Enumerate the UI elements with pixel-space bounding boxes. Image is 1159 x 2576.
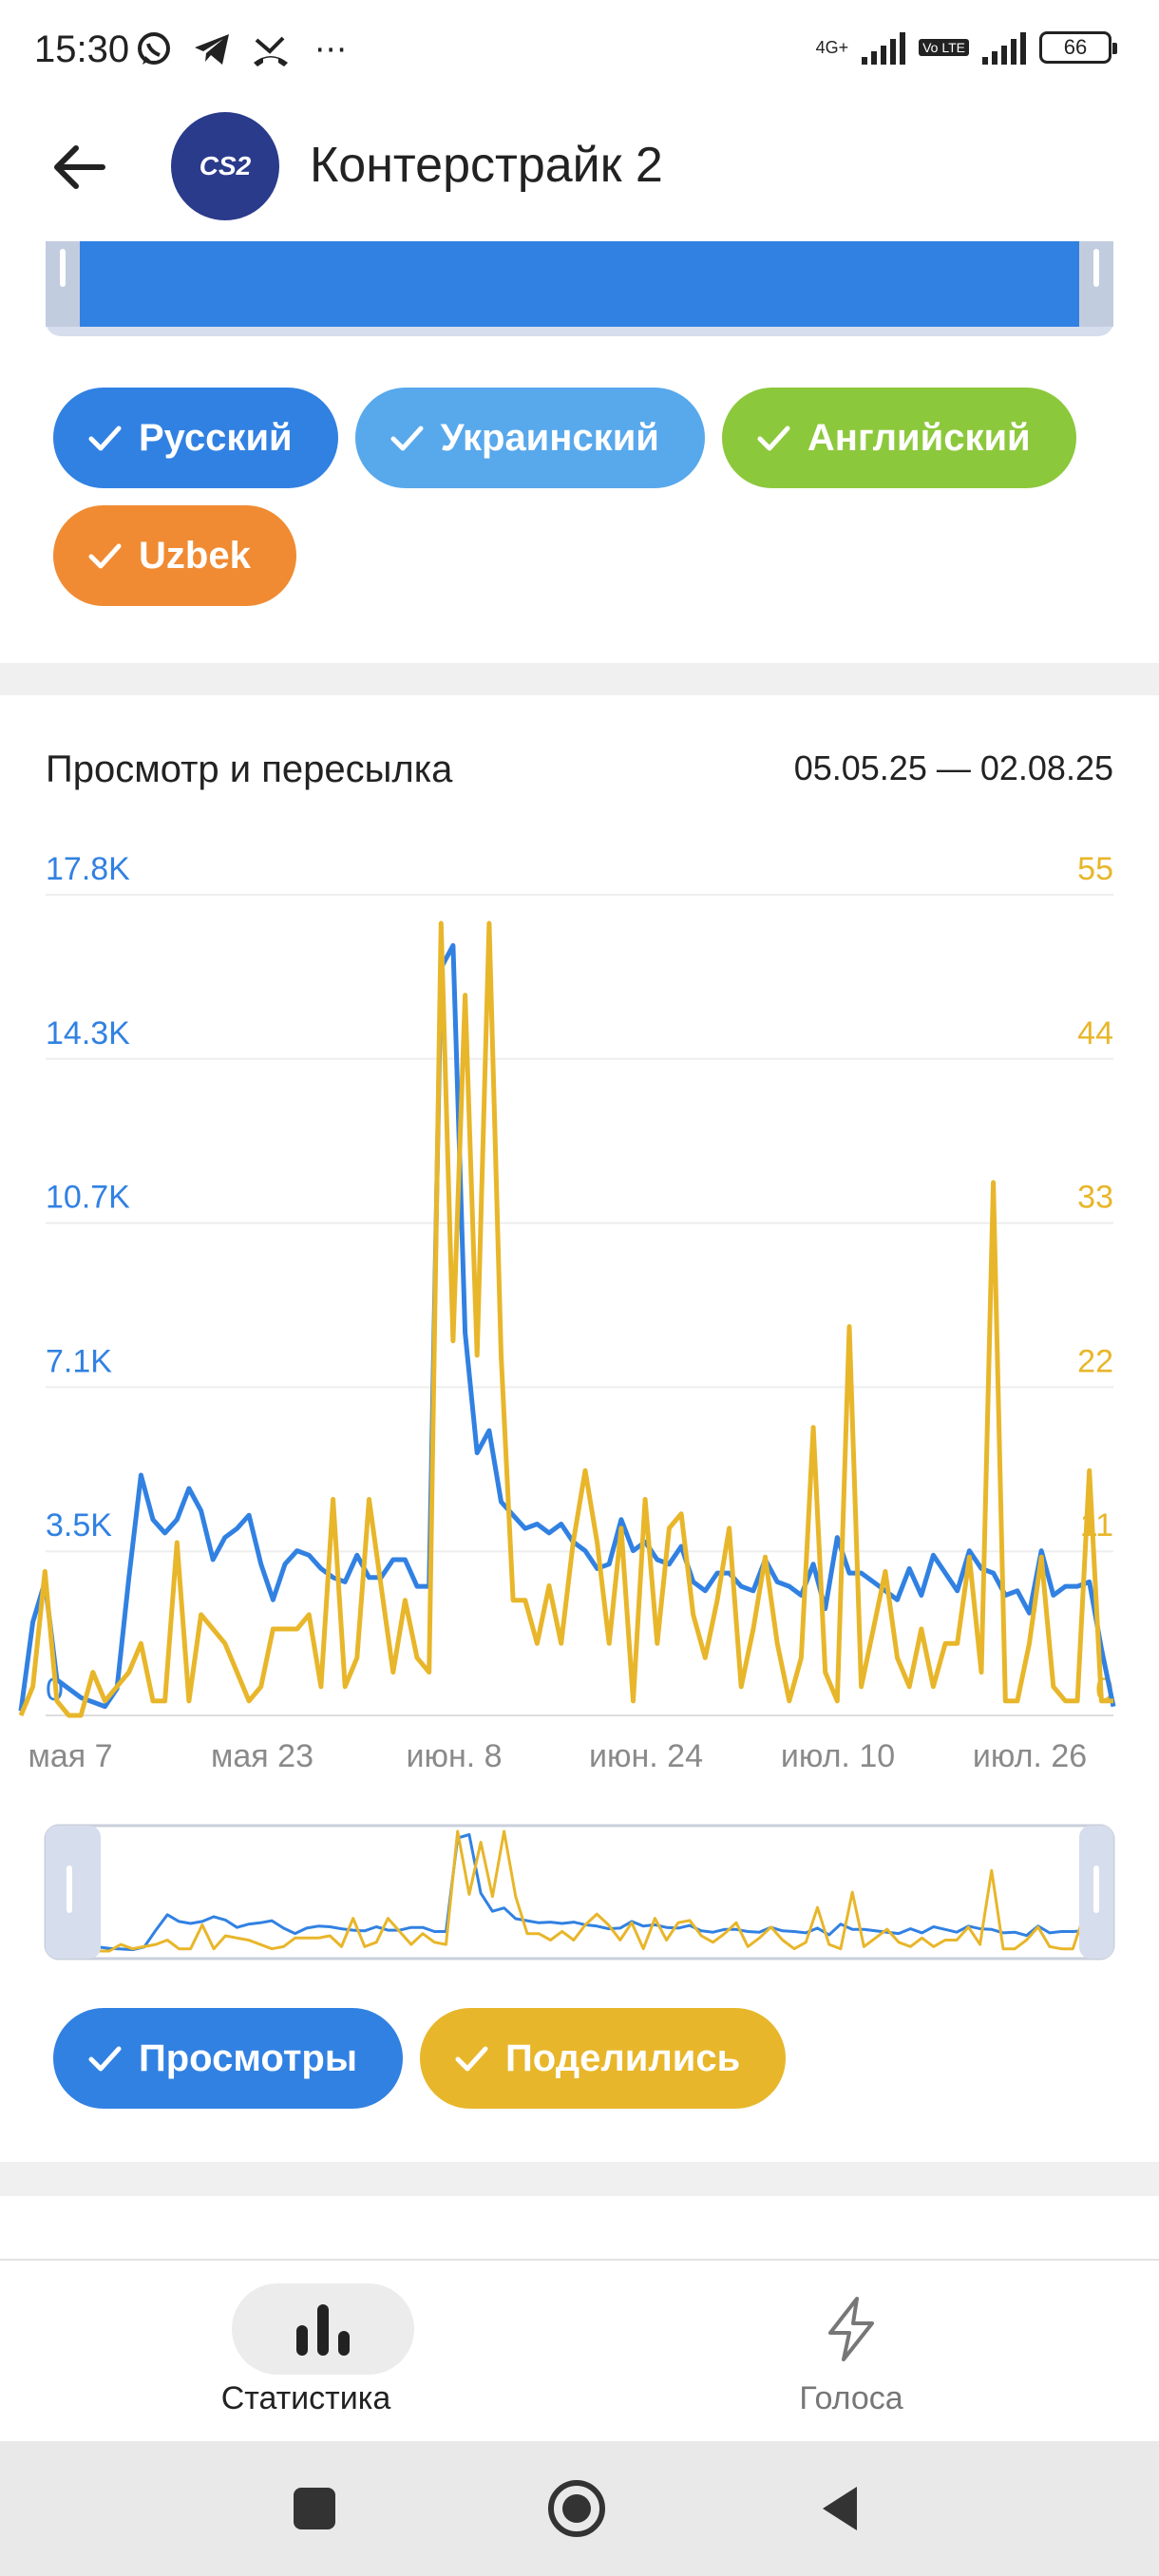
nav-label-votes: Голоса xyxy=(799,2380,903,2416)
x-axis-label: мая 23 xyxy=(211,1738,314,1774)
range-selector-fill xyxy=(80,241,1079,327)
navigator-handle-grip xyxy=(1093,1866,1099,1913)
check-icon xyxy=(390,426,424,451)
range-selector[interactable] xyxy=(46,241,1113,336)
recents-square-icon[interactable] xyxy=(283,2477,346,2540)
x-axis-label: июл. 10 xyxy=(781,1738,895,1774)
y-axis-right-label: 55 xyxy=(1077,851,1113,887)
series-chip-label: Просмотры xyxy=(139,2036,358,2079)
range-handle-right[interactable] xyxy=(1079,241,1113,327)
language-chip[interactable]: Украинский xyxy=(354,388,705,488)
missed-call-icon xyxy=(254,36,288,66)
nav-label-statistics: Статистика xyxy=(220,2380,391,2416)
nav-item-statistics[interactable]: Статистика xyxy=(163,2261,448,2443)
language-chip-label: Украинский xyxy=(440,416,659,459)
bottom-nav: Статистика Голоса xyxy=(0,2259,1159,2441)
y-axis-left-label: 10.7K xyxy=(46,1180,130,1216)
series-toggles: Просмотры Поделились xyxy=(53,2008,787,2109)
check-icon xyxy=(757,426,790,451)
channel-avatar[interactable]: CS2 xyxy=(171,112,279,220)
telegram-icon xyxy=(195,34,229,65)
range-handle-left[interactable] xyxy=(46,241,80,327)
system-nav-bar xyxy=(0,2441,1159,2576)
check-icon xyxy=(455,2046,488,2072)
check-icon xyxy=(88,543,122,569)
home-circle-icon[interactable] xyxy=(545,2477,608,2540)
language-section: Русский Украинский Английский Uzbek xyxy=(0,241,1159,663)
language-chip[interactable]: Русский xyxy=(53,388,338,488)
y-axis-left-label: 3.5K xyxy=(46,1507,112,1544)
language-chips: Русский Украинский Английский Uzbek xyxy=(53,388,1127,606)
more-icon: ⋯ xyxy=(314,31,347,67)
language-chip[interactable]: Uzbek xyxy=(53,505,296,606)
language-chip[interactable]: Английский xyxy=(721,388,1076,488)
x-axis-label: мая 7 xyxy=(28,1738,112,1774)
y-axis-left-label: 17.8K xyxy=(46,851,130,887)
signal-icon-2 xyxy=(982,30,1026,65)
page-title: Контерстрайк 2 xyxy=(310,138,663,193)
language-chip-label: Uzbek xyxy=(139,534,251,577)
x-axis-label: июл. 26 xyxy=(973,1738,1087,1774)
navigator-line-shares xyxy=(50,1829,1108,1953)
section-divider xyxy=(0,663,1159,695)
volte-badge: Vo LTE xyxy=(919,39,969,56)
chart-section: Просмотр и пересылка 05.05.25 — 02.08.25… xyxy=(0,695,1159,2162)
back-arrow-icon[interactable] xyxy=(46,133,114,201)
navigator-handle-grip xyxy=(66,1866,72,1913)
status-time: 15:30 xyxy=(34,28,130,70)
notification-icons: ⋯ xyxy=(135,28,352,70)
y-axis-left-label: 14.3K xyxy=(46,1015,130,1051)
language-chip-label: Русский xyxy=(139,416,293,459)
series-chip-label: Поделились xyxy=(505,2036,741,2079)
navigator-line-views xyxy=(49,1833,1109,1952)
network-type: 4G+ xyxy=(815,37,849,57)
back-triangle-icon[interactable] xyxy=(809,2477,872,2540)
x-axis-label: июн. 24 xyxy=(589,1738,703,1774)
navigator-handle-left[interactable] xyxy=(46,1826,101,1959)
battery-icon: 66 xyxy=(1039,31,1117,64)
series-chip[interactable]: Поделились xyxy=(420,2008,787,2109)
check-icon xyxy=(88,2046,122,2072)
y-axis-right-label: 44 xyxy=(1077,1015,1113,1051)
series-line-shares xyxy=(18,920,1113,1718)
series-chip[interactable]: Просмотры xyxy=(53,2008,404,2109)
lightning-icon xyxy=(828,2297,874,2361)
check-icon xyxy=(88,426,122,451)
status-bar: 15:30 ⋯ 4G+ Vo LTE 66 xyxy=(0,0,1159,99)
status-right: 4G+ Vo LTE 66 xyxy=(815,30,1117,65)
y-axis-right-label: 33 xyxy=(1077,1180,1113,1216)
signal-icon xyxy=(862,30,906,65)
y-axis-left-label: 7.1K xyxy=(46,1343,112,1379)
section-divider-2 xyxy=(0,2162,1159,2196)
y-axis-right-label: 22 xyxy=(1077,1343,1113,1379)
chart-title: Просмотр и пересылка xyxy=(46,748,453,790)
bar-chart-icon xyxy=(296,2304,350,2356)
chart-date-range[interactable]: 05.05.25 — 02.08.25 xyxy=(793,748,1113,787)
language-chip-label: Английский xyxy=(807,416,1031,459)
app-bar: CS2 Контерстрайк 2 xyxy=(0,99,1159,241)
nav-item-votes[interactable]: Голоса xyxy=(709,2261,994,2443)
whatsapp-icon xyxy=(138,32,170,65)
series-line-views xyxy=(18,942,1116,1712)
x-axis-label: июн. 8 xyxy=(406,1738,502,1774)
